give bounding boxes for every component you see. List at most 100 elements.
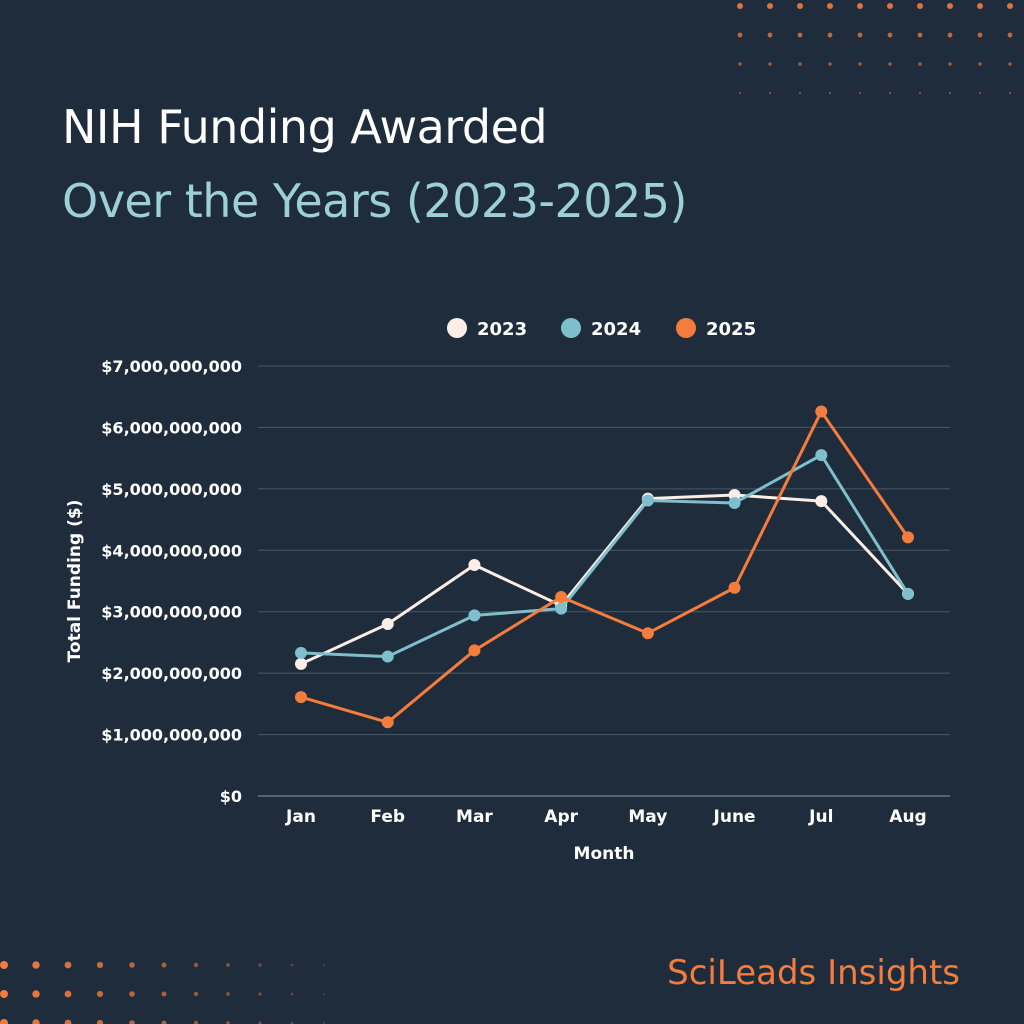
- data-point-2023: [295, 657, 307, 670]
- decor-dot: [948, 62, 952, 66]
- data-point-2024: [815, 449, 828, 462]
- decor-dot: [129, 991, 135, 997]
- decor-dot: [64, 1019, 72, 1024]
- decor-dot: [827, 32, 833, 38]
- decor-dot: [96, 1019, 104, 1024]
- data-point-2024: [381, 650, 394, 663]
- decor-dot: [226, 963, 230, 967]
- decor-dot: [161, 962, 167, 968]
- y-tick-label: $1,000,000,000: [101, 726, 242, 745]
- x-tick-label: Jan: [285, 807, 316, 827]
- decor-dot: [193, 991, 199, 997]
- decor-dot: [797, 3, 803, 9]
- x-axis-label: Month: [574, 844, 635, 864]
- brand-logo: SciLeads Insights: [667, 953, 960, 993]
- decor-dot: [827, 3, 833, 9]
- decor-dot: [798, 62, 802, 66]
- data-point-2023: [815, 495, 828, 508]
- decor-dot: [858, 62, 862, 66]
- decor-dot: [0, 1019, 8, 1024]
- data-point-2025: [555, 590, 568, 603]
- series-line-2025: [300, 409, 910, 724]
- legend-marker: [447, 318, 467, 338]
- decor-dot: [161, 991, 167, 997]
- decor-dot: [977, 3, 983, 9]
- decor-dot: [767, 3, 773, 9]
- decor-dot: [797, 32, 803, 38]
- page-title: NIH Funding Awarded: [62, 100, 548, 154]
- decor-dot: [978, 62, 982, 66]
- data-point-2024: [902, 587, 914, 600]
- data-point-2025: [295, 691, 307, 704]
- decor-dot: [96, 961, 104, 969]
- decor-dot: [737, 3, 743, 9]
- legend-label: 2024: [591, 319, 641, 340]
- data-point-2025: [902, 531, 914, 544]
- decor-dot: [64, 990, 72, 998]
- decor-dot: [129, 1020, 135, 1024]
- x-tick-label: Aug: [889, 807, 926, 827]
- decor-dot: [947, 32, 953, 38]
- data-point-2023: [468, 559, 481, 572]
- decor-dot: [64, 961, 72, 969]
- x-tick-label: Jul: [808, 807, 833, 827]
- legend-marker: [561, 318, 581, 338]
- x-tick-label: Apr: [544, 807, 578, 827]
- x-tick-label: Feb: [370, 807, 405, 827]
- data-point-2024: [728, 496, 741, 509]
- brand-tagline: Insights: [827, 953, 960, 993]
- data-point-2025: [728, 581, 741, 594]
- decor-dot: [857, 32, 863, 38]
- decor-dot: [1008, 91, 1012, 95]
- x-tick-label: Mar: [456, 807, 493, 827]
- decor-dot: [767, 32, 773, 38]
- data-point-2025: [381, 716, 394, 729]
- decor-dot: [917, 32, 923, 38]
- decor-dot: [129, 962, 135, 968]
- data-point-2024: [555, 602, 568, 615]
- decor-dot: [290, 992, 294, 996]
- decor-dot: [258, 992, 262, 996]
- decor-dot: [917, 3, 923, 9]
- brand-name: SciLeads: [667, 953, 817, 993]
- decor-dot: [888, 91, 892, 95]
- x-tick-label: May: [628, 807, 667, 827]
- decor-dot: [32, 961, 40, 969]
- decor-dot: [857, 3, 863, 9]
- y-tick-label: $5,000,000,000: [101, 480, 242, 499]
- y-tick-label: $3,000,000,000: [101, 603, 242, 622]
- decor-dot: [948, 91, 952, 95]
- decor-dot: [918, 91, 922, 95]
- decor-dot: [1007, 32, 1013, 38]
- decor-dot: [290, 963, 294, 967]
- decor-dot: [193, 962, 199, 968]
- decor-dot: [258, 1021, 262, 1024]
- decor-dot: [947, 3, 953, 9]
- legend-marker: [676, 318, 696, 338]
- decor-dot: [226, 992, 230, 996]
- series-line-2023: [300, 493, 910, 666]
- decor-dot: [0, 990, 8, 998]
- data-point-2025: [815, 405, 828, 418]
- decor-dot: [96, 990, 104, 998]
- decor-dot: [1008, 62, 1012, 66]
- legend-label: 2023: [477, 319, 527, 340]
- y-tick-label: $2,000,000,000: [101, 664, 242, 683]
- series-line-2024: [300, 453, 910, 659]
- decor-dot: [258, 963, 262, 967]
- x-tick-label: June: [713, 807, 756, 827]
- decor-dot: [858, 91, 862, 95]
- data-point-2023: [381, 618, 394, 630]
- y-tick-label: $7,000,000,000: [101, 357, 242, 376]
- decor-dot: [323, 964, 325, 966]
- decor-dot: [977, 32, 983, 38]
- decor-dot: [887, 3, 893, 9]
- data-point-2024: [468, 609, 481, 622]
- decor-dot: [32, 1019, 40, 1024]
- y-axis-label: Total Funding ($): [65, 500, 85, 663]
- decor-dot: [226, 1021, 230, 1024]
- data-point-2024: [295, 646, 307, 659]
- decor-dot: [768, 62, 772, 66]
